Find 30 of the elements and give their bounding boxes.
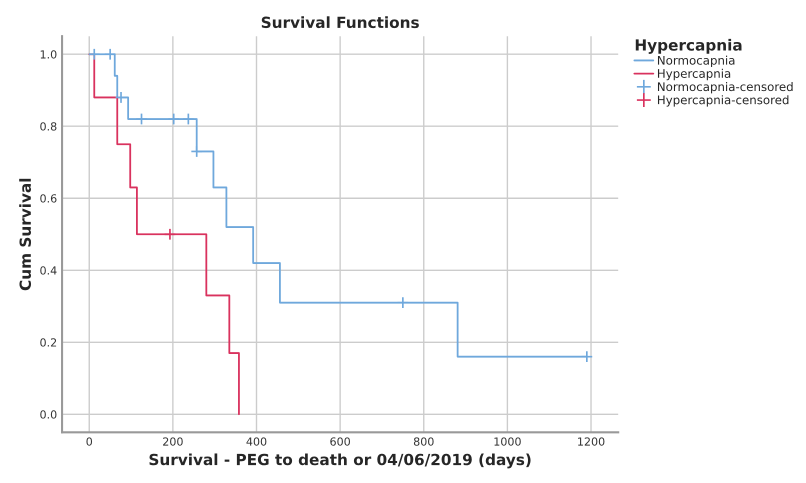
point	[580, 350, 594, 363]
chart-title: Survival Functions	[262, 16, 419, 28]
point	[396, 296, 410, 309]
point	[190, 145, 203, 158]
x-tick-label: 400	[246, 437, 266, 446]
point	[167, 112, 180, 126]
x-tick-label: 1000	[494, 437, 521, 446]
y-tick-label: 0.2	[40, 338, 56, 347]
y-tick-label: 1.0	[40, 50, 56, 59]
x-tick-label: 1200	[578, 437, 604, 446]
legend-label: Normocapnia-censored	[658, 82, 793, 94]
y-tick-label: 0.8	[40, 122, 56, 131]
legend-label: Hypercapnia-censored	[658, 95, 788, 107]
x-tick-label: 0	[86, 437, 92, 446]
point	[104, 48, 116, 60]
x-tick-label: 600	[330, 437, 350, 446]
y-tick-label: 0.0	[40, 410, 56, 419]
x-tick-label: 200	[163, 437, 183, 446]
y-tick-label: 0.6	[40, 194, 56, 203]
legend-title: Hypercapnia	[636, 38, 742, 54]
point	[135, 112, 148, 126]
x-tick-label: 800	[414, 437, 434, 446]
legend-label: Normocapnia	[658, 56, 734, 68]
y-axis-title: Cum Survival	[19, 178, 32, 290]
point	[114, 91, 128, 104]
point	[182, 112, 195, 126]
y-tick-label: 0.4	[40, 266, 57, 275]
point	[164, 228, 176, 240]
legend-label: Hypercapnia	[658, 68, 730, 80]
x-axis-title: Survival - PEG to death or 04/06/2019 (days)	[149, 453, 531, 468]
